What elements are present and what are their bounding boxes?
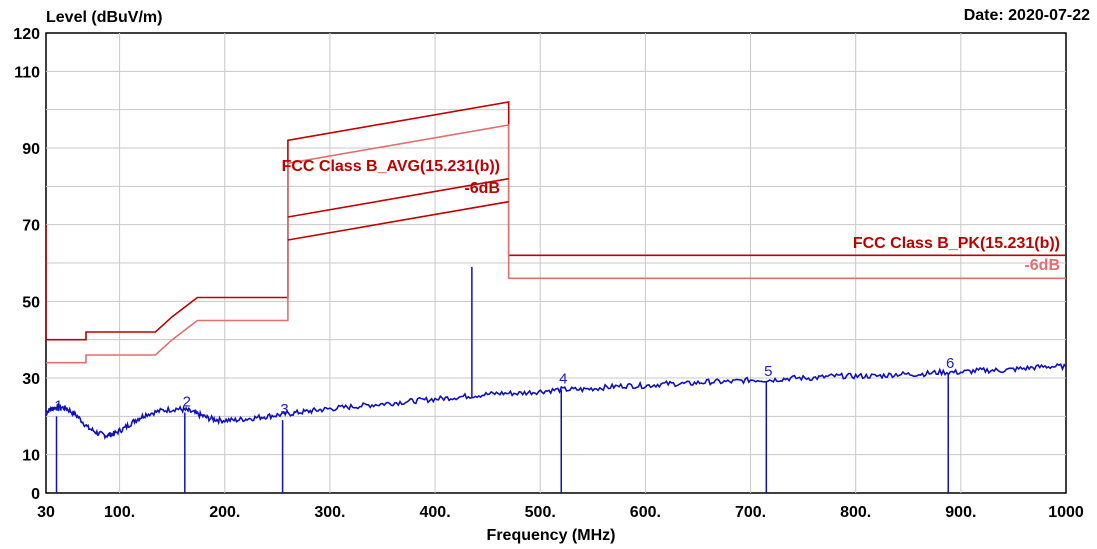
- x-tick-label: 800.: [840, 504, 871, 521]
- x-axis-label: Frequency (MHz): [487, 527, 616, 544]
- x-tick-label: 500.: [525, 504, 556, 521]
- series-line-1: [45, 363, 1067, 441]
- marker-label-6: 6: [946, 355, 954, 372]
- y-tick-label: 50: [22, 294, 40, 311]
- y-tick-label: 10: [22, 448, 40, 465]
- x-tick-label: 600.: [630, 504, 661, 521]
- avg-margin-label: -6dB: [464, 180, 500, 197]
- avg-limit-label: FCC Class B_AVG(15.231(b)): [282, 158, 500, 175]
- x-tick-label: 200.: [209, 504, 240, 521]
- date-label: Date: 2020-07-22: [964, 7, 1090, 24]
- y-tick-label: 70: [22, 218, 40, 235]
- limit-line-2: [46, 124, 1066, 364]
- pk-margin-label: -6dB: [1024, 257, 1060, 274]
- marker-label-4: 4: [559, 371, 567, 388]
- limit-lines: [45, 101, 1066, 364]
- measurement-series: [45, 363, 1067, 441]
- limit-line-1: [45, 101, 1066, 341]
- x-tick-label: 900.: [945, 504, 976, 521]
- y-tick-label: 0: [31, 486, 40, 503]
- y-tick-label: 90: [22, 141, 40, 158]
- x-tick-label: 100.: [104, 504, 135, 521]
- grid: [46, 33, 1066, 493]
- x-tick-label: 30: [37, 504, 55, 521]
- marker-label-5: 5: [764, 363, 772, 380]
- y-tick-label: 120: [13, 26, 40, 43]
- x-tick-label: 300.: [314, 504, 345, 521]
- x-tick-label: 400.: [420, 504, 451, 521]
- y-tick-label: 110: [14, 64, 40, 81]
- x-tick-label: 1000: [1048, 504, 1084, 521]
- y-axis-label: Level (dBuV/m): [46, 9, 162, 26]
- x-tick-label: 700.: [735, 504, 766, 521]
- limit-line-4: [287, 200, 509, 241]
- y-tick-label: 30: [22, 371, 40, 388]
- marker-label-2: 2: [183, 394, 191, 411]
- tick-labels: 30 100. 200. 300. 400. 500. 600. 700. 800. 900. 10…: [13, 26, 1084, 521]
- pk-limit-label: FCC Class B_PK(15.231(b)): [853, 235, 1060, 252]
- limit-line-3: [287, 177, 509, 218]
- marker-label-3: 3: [280, 401, 288, 418]
